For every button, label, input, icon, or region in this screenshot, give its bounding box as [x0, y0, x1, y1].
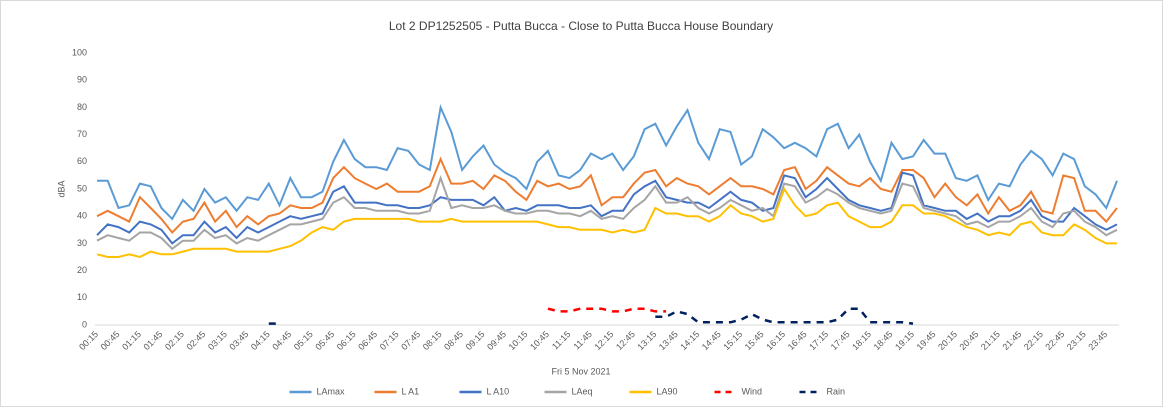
- y-tick-label: 30: [77, 238, 87, 248]
- y-tick-label: 40: [77, 211, 87, 221]
- y-tick-label: 70: [77, 129, 87, 139]
- y-tick-label: 90: [77, 75, 87, 85]
- legend-label: L A10: [487, 386, 510, 396]
- chart-title: Lot 2 DP1252505 - Putta Bucca - Close to…: [389, 19, 773, 33]
- y-tick-label: 20: [77, 265, 87, 275]
- legend-label: LA90: [657, 386, 678, 396]
- series-line: [96, 156, 1118, 235]
- legend-label: L A1: [402, 386, 420, 396]
- legend-label: Rain: [827, 386, 846, 396]
- y-tick-label: 10: [77, 292, 87, 302]
- y-tick-label: 60: [77, 156, 87, 166]
- x-axis-label: Fri 5 Nov 2021: [551, 366, 610, 376]
- series-line: [96, 175, 1118, 251]
- legend-label: LAeq: [572, 386, 593, 396]
- series-line: [655, 307, 914, 325]
- y-tick-label: 0: [82, 319, 87, 329]
- legend-label: LAmax: [317, 386, 346, 396]
- series-line: [97, 103, 1118, 221]
- y-tick-label: 80: [77, 102, 87, 112]
- y-tick-label: 50: [77, 183, 87, 193]
- y-tick-label: 100: [72, 47, 87, 57]
- legend-label: Wind: [742, 386, 763, 396]
- series-line: [96, 171, 1118, 245]
- series-line: [96, 186, 1117, 259]
- y-axis-label: dBA: [56, 180, 66, 197]
